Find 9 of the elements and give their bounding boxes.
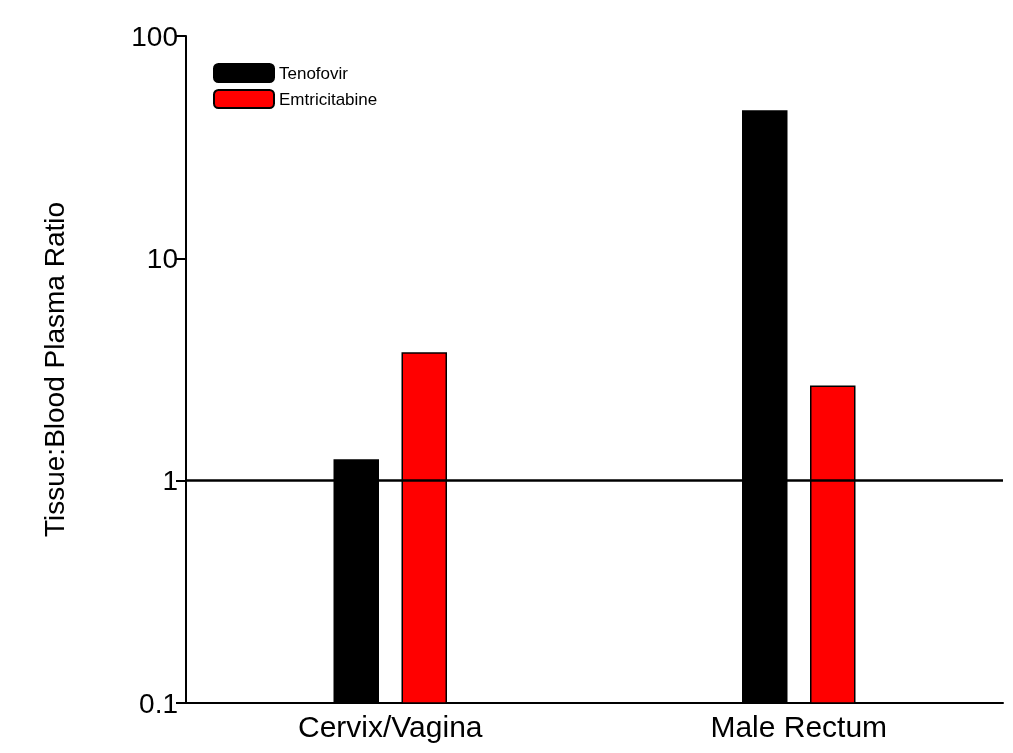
y-tick-label: 100 [131,20,178,52]
legend-label: Tenofovir [279,63,349,83]
x-tick-label: Male Rectum [710,709,888,743]
y-tick-label: 1 [162,465,178,497]
legend-label: Emtricitabine [279,89,378,109]
y-tick-label: 0.1 [139,687,178,719]
y-tick-label: 10 [146,242,178,274]
y-axis-title: Tissue:Blood Plasma Ratio [38,201,70,538]
x-tick-label: Cervix/Vagina [297,709,483,743]
